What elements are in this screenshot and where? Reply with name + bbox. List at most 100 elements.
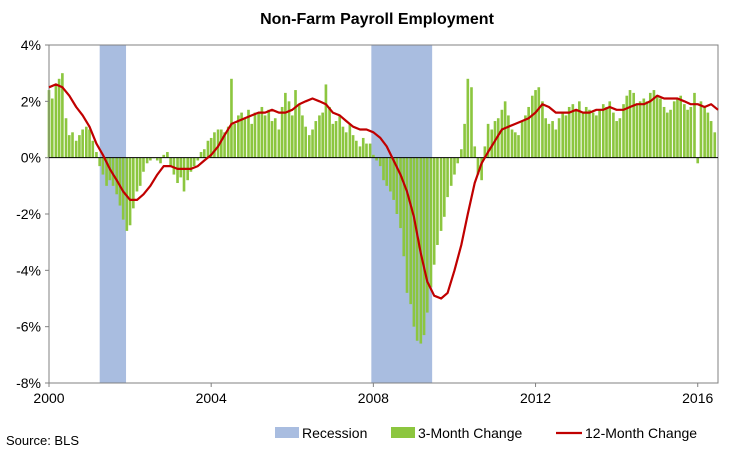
bar-3m-2 <box>54 84 58 158</box>
bar-3m-174 <box>635 104 639 158</box>
bar-3m-79 <box>314 121 318 158</box>
bar-3m-172 <box>628 90 632 158</box>
bar-3m-96 <box>372 154 375 158</box>
bar-3m-128 <box>480 157 483 181</box>
bar-3m-106 <box>405 157 409 293</box>
bar-3m-9 <box>78 135 81 158</box>
bar-3m-186 <box>676 98 679 158</box>
axes <box>45 44 719 387</box>
bar-3m-39 <box>179 157 183 178</box>
bar-3m-12 <box>88 129 91 158</box>
bar-3m-134 <box>500 109 504 158</box>
bar-3m-119 <box>449 157 453 186</box>
bar-3m-65 <box>267 109 271 158</box>
bar-3m-5 <box>64 118 68 158</box>
bar-3m-182 <box>662 106 666 158</box>
bar-3m-32 <box>155 157 159 161</box>
bar-3m-69 <box>280 106 284 158</box>
bar-3m-109 <box>415 157 419 341</box>
bar-3m-53 <box>226 126 230 158</box>
bar-3m-176 <box>642 98 646 158</box>
bar-3m-97 <box>375 157 378 161</box>
legend-label-recession: Recession <box>302 425 367 441</box>
bar-3m-151 <box>557 118 561 158</box>
bar-3m-34 <box>162 154 166 158</box>
bar-3m-52 <box>223 132 226 158</box>
bar-3m-144 <box>534 90 537 158</box>
bar-3m-129 <box>483 146 487 158</box>
bar-3m-8 <box>74 140 78 158</box>
recession-band-1 <box>99 45 127 383</box>
bar-3m-184 <box>669 109 672 158</box>
bar-3m-130 <box>486 123 490 158</box>
bar-3m-63 <box>260 106 264 158</box>
bar-3m-177 <box>645 101 649 158</box>
bar-3m-1 <box>50 98 54 158</box>
bar-3m-108 <box>412 157 416 327</box>
bar-3m-102 <box>392 157 395 200</box>
bar-3m-185 <box>672 101 676 158</box>
bar-3m-87 <box>341 126 345 158</box>
bar-3m-30 <box>149 157 152 161</box>
bar-3m-154 <box>567 106 571 158</box>
bar-3m-125 <box>470 87 473 158</box>
bar-3m-55 <box>233 123 237 158</box>
bar-3m-49 <box>213 132 216 158</box>
bar-3m-61 <box>253 112 257 158</box>
bar-3m-194 <box>703 106 706 158</box>
bar-3m-98 <box>378 157 382 167</box>
bar-3m-148 <box>547 123 551 158</box>
bar-3m-124 <box>466 78 470 158</box>
bar-3m-164 <box>601 104 605 158</box>
bar-3m-168 <box>615 121 618 158</box>
bar-3m-13 <box>91 140 95 158</box>
bar-3m-26 <box>135 157 139 192</box>
bar-3m-48 <box>209 137 213 158</box>
y-tick-label: -8% <box>16 375 41 391</box>
bar-3m-100 <box>385 157 389 186</box>
x-tick-labels: 2000 2004 2008 2012 2016 <box>33 390 713 406</box>
bar-3m-159 <box>584 106 588 158</box>
bar-3m-56 <box>237 115 240 158</box>
bar-3m-83 <box>328 106 331 158</box>
y-tick-label: -6% <box>16 319 41 335</box>
bar-3m-189 <box>686 109 689 158</box>
bar-3m-179 <box>652 90 656 158</box>
bar-3m-195 <box>706 112 710 158</box>
bar-3m-11 <box>84 126 88 158</box>
bar-3m-90 <box>351 135 355 158</box>
bar-3m-88 <box>344 132 348 158</box>
bar-3m-122 <box>460 149 463 158</box>
bar-3m-117 <box>443 157 446 217</box>
x-tick-label: 2008 <box>358 390 389 406</box>
bar-3m-121 <box>456 157 460 164</box>
bar-3m-14 <box>95 152 98 158</box>
bar-3m-28 <box>142 157 145 172</box>
bar-3m-66 <box>270 121 274 158</box>
bar-3m-166 <box>608 101 612 158</box>
legend-swatch-recession <box>275 427 299 438</box>
bar-3m-133 <box>496 118 500 158</box>
line-12m <box>48 83 719 300</box>
bar-3m-54 <box>230 78 233 158</box>
y-tick-label: 0% <box>21 150 41 166</box>
bar-3m-35 <box>166 152 169 158</box>
bar-3m-21 <box>118 157 122 206</box>
bar-3m-107 <box>409 157 412 305</box>
bar-3m-19 <box>111 157 115 186</box>
bar-3m-157 <box>578 101 581 158</box>
bar-3m-115 <box>436 157 439 245</box>
bar-3m-105 <box>402 157 406 257</box>
y-tick-label: -2% <box>16 206 41 222</box>
bar-3m-155 <box>571 104 575 158</box>
bar-3m-173 <box>632 92 635 158</box>
bar-3m-197 <box>713 132 717 158</box>
bar-3m-167 <box>612 112 615 158</box>
bar-3m-170 <box>622 104 625 158</box>
bar-3m-45 <box>199 152 203 158</box>
bar-3m-94 <box>365 143 368 158</box>
bar-3m-24 <box>128 157 132 226</box>
legend-label-12m: 12-Month Change <box>585 425 697 441</box>
